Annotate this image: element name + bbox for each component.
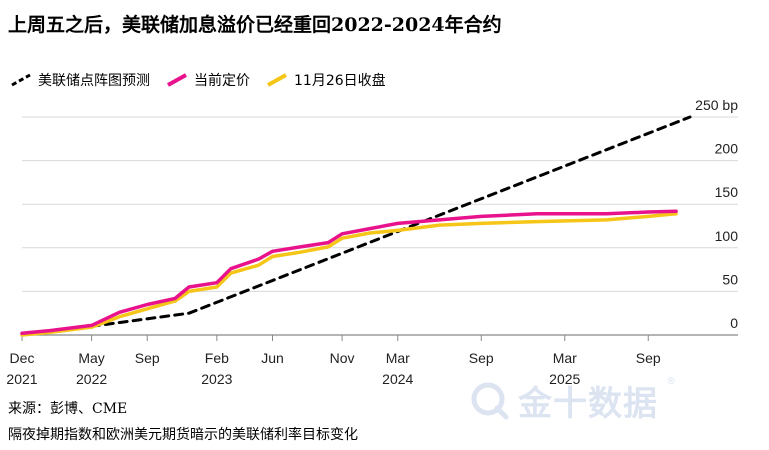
y-tick-label-100: 100 bbox=[715, 228, 739, 244]
x-tick-year-2024: 2024 bbox=[382, 371, 413, 387]
y-tick-label-150: 150 bbox=[715, 184, 739, 200]
x-tick-label-6: Mar bbox=[386, 350, 410, 366]
x-tick-year-2023: 2023 bbox=[201, 371, 232, 387]
watermark-registered-mark: ® bbox=[666, 376, 676, 387]
x-tick-label-1: May bbox=[78, 350, 104, 366]
y-tick-label-0: 0 bbox=[730, 315, 738, 331]
series-line-0 bbox=[20, 115, 692, 337]
series-line-1 bbox=[20, 212, 678, 337]
legend-label-current-pricing: 当前定价 bbox=[194, 73, 250, 89]
x-tick-label-7: Sep bbox=[469, 350, 494, 366]
legend-swatch-current-pricing bbox=[167, 73, 187, 87]
chart-legend: 美联储点阵图预测 当前定价 11月26日收盘 bbox=[10, 70, 386, 90]
line-chart: 0 50 100 150 200 250 bp Dec 2021 May 2022 Sep Feb 2… bbox=[6, 97, 738, 387]
x-tick-label-2: Sep bbox=[135, 350, 160, 366]
x-axis-ticks: Dec 2021 May 2022 Sep Feb 2023 Jun Nov Mar 2024 Sep… bbox=[6, 335, 661, 387]
legend-label-nov26-close: 11月26日收盘 bbox=[294, 73, 386, 89]
y-axis-ticks: 0 50 100 150 200 250 bp bbox=[695, 97, 738, 331]
x-tick-year-2025: 2025 bbox=[549, 371, 580, 387]
y-tick-label-50: 50 bbox=[722, 271, 738, 287]
x-tick-year-2021: 2021 bbox=[6, 371, 37, 387]
x-tick-label-0: Dec bbox=[10, 350, 35, 366]
legend-swatch-nov26-close bbox=[267, 73, 287, 87]
legend-swatch-dot-plot bbox=[11, 73, 31, 87]
x-tick-year-2022: 2022 bbox=[76, 371, 107, 387]
y-tick-label-200: 200 bbox=[715, 141, 739, 157]
description-note: 隔夜掉期指数和欧洲美元期货暗示的美联储利率目标变化 bbox=[8, 427, 358, 443]
legend-item-dot-plot: 美联储点阵图预测 bbox=[10, 70, 150, 90]
series-line-2 bbox=[20, 209, 678, 336]
series-lines bbox=[20, 115, 692, 337]
y-tick-label-250: 250 bp bbox=[695, 97, 738, 113]
legend-label-dot-plot: 美联储点阵图预测 bbox=[38, 73, 150, 89]
watermark: 金十数据 ® bbox=[470, 376, 676, 425]
x-tick-label-8: Mar bbox=[553, 350, 577, 366]
source-note: 来源：彭博、CME bbox=[8, 401, 128, 417]
x-tick-label-5: Nov bbox=[330, 350, 355, 366]
x-tick-label-9: Sep bbox=[636, 350, 661, 366]
legend-item-current-pricing: 当前定价 bbox=[166, 70, 250, 90]
x-tick-label-4: Jun bbox=[261, 350, 284, 366]
legend-item-nov26-close: 11月26日收盘 bbox=[266, 70, 386, 90]
grid-lines bbox=[22, 116, 738, 336]
x-tick-label-3: Feb bbox=[205, 350, 229, 366]
watermark-logo-icon bbox=[471, 382, 509, 419]
watermark-text: 金十数据 bbox=[518, 384, 658, 424]
chart-title: 上周五之后，美联储加息溢价已经重回2022-2024年合约 bbox=[8, 14, 502, 36]
